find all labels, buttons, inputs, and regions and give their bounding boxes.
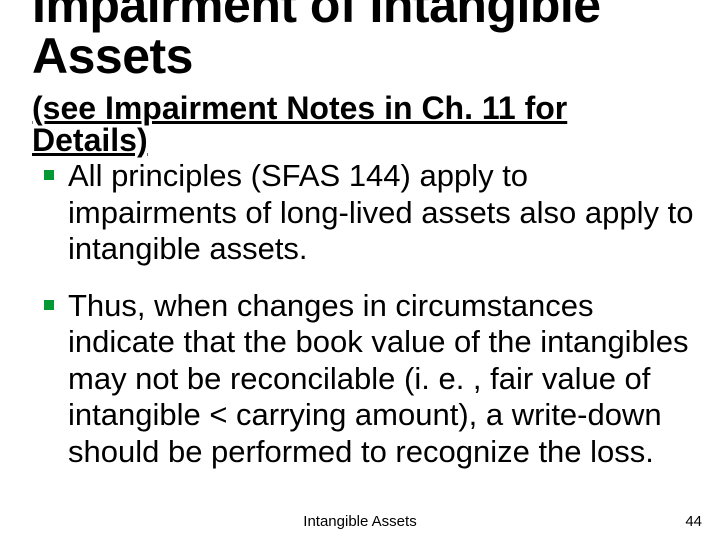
list-item: All principles (SFAS 144) apply to impai…: [44, 158, 694, 268]
bullet-text: Thus, when changes in circumstances indi…: [68, 288, 688, 469]
subtitle-line-1: (see Impairment Notes in Ch. 11 for: [32, 90, 567, 126]
footer-title: Intangible Assets: [0, 513, 720, 530]
bullet-icon: [44, 300, 54, 310]
slide: Impairment of Intangible Assets (see Imp…: [0, 0, 720, 540]
slide-subtitle: (see Impairment Notes in Ch. 11 for Deta…: [32, 92, 567, 156]
bullet-list: All principles (SFAS 144) apply to impai…: [44, 158, 694, 491]
bullet-text: All principles (SFAS 144) apply to impai…: [68, 158, 693, 266]
subtitle-line-2: Details): [32, 122, 148, 158]
page-number: 44: [685, 513, 702, 530]
bullet-icon: [44, 170, 54, 180]
slide-title: Impairment of Intangible Assets: [32, 0, 720, 82]
list-item: Thus, when changes in circumstances indi…: [44, 288, 694, 471]
